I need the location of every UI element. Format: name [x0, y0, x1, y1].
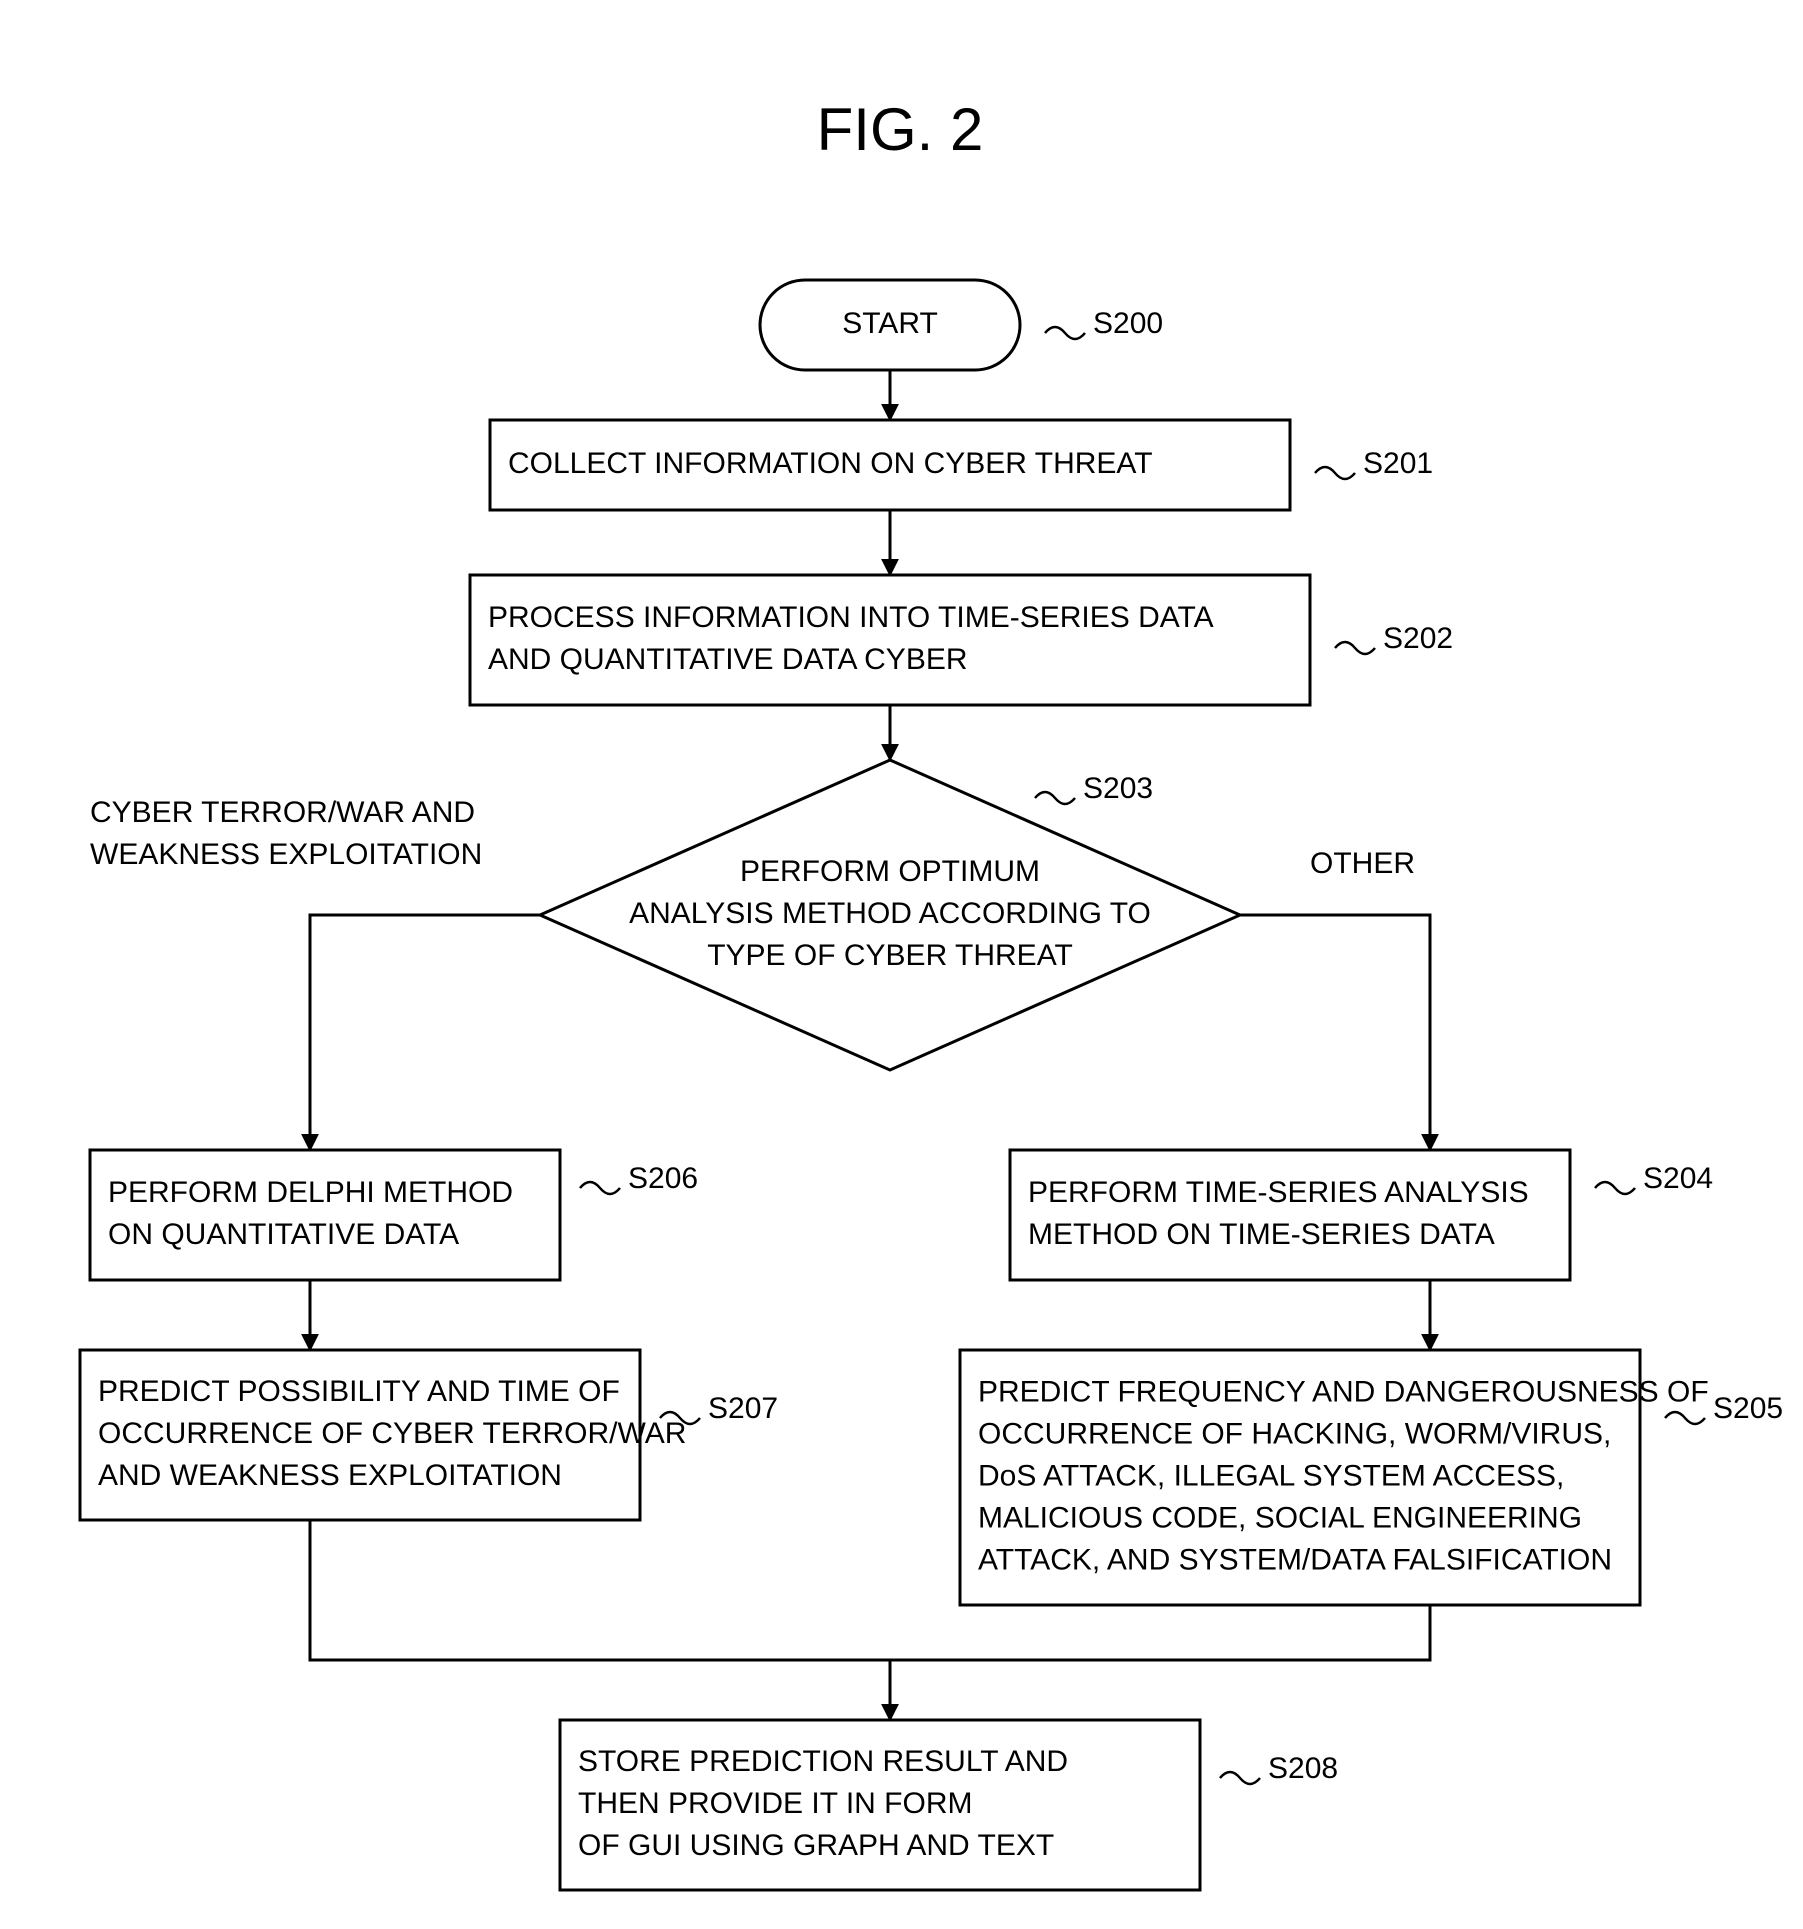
branch-label-other: OTHER [1310, 847, 1415, 880]
flow-node-s204: PERFORM TIME-SERIES ANALYSIS METHOD ON TI… [1010, 1150, 1713, 1280]
step-label: S203 [1083, 772, 1153, 805]
node-text-line: WEAKNESS EXPLOITATION [90, 838, 482, 871]
node-text-line: OF GUI USING GRAPH AND TEXT [578, 1829, 1054, 1862]
label-squiggle [1315, 467, 1355, 479]
step-label: S200 [1093, 307, 1163, 340]
label-squiggle [1335, 642, 1375, 654]
label-squiggle [1035, 792, 1075, 804]
label-squiggle [1595, 1182, 1635, 1194]
node-text-line: TYPE OF CYBER THREAT [707, 939, 1073, 972]
label-squiggle [1045, 327, 1085, 339]
flow-arrow [890, 1605, 1430, 1660]
label-squiggle [1220, 1772, 1260, 1784]
node-text-line: ON QUANTITATIVE DATA [108, 1218, 459, 1251]
node-text-line: OCCURRENCE OF HACKING, WORM/VIRUS, [978, 1417, 1611, 1450]
label-squiggle [580, 1182, 620, 1194]
step-label: S201 [1363, 447, 1433, 480]
flow-node-s206: PERFORM DELPHI METHOD ON QUANTITATIVE DAT… [90, 1150, 698, 1280]
flow-node-s205: PREDICT FREQUENCY AND DANGEROUSNESS OF OC… [960, 1350, 1783, 1605]
node-text-line: STORE PREDICTION RESULT AND [578, 1745, 1068, 1778]
node-text-line: DoS ATTACK, ILLEGAL SYSTEM ACCESS, [978, 1459, 1564, 1492]
flow-node-s207: PREDICT POSSIBILITY AND TIME OF OCCURRENC… [80, 1350, 778, 1520]
step-label: S206 [628, 1162, 698, 1195]
flow-arrow [1240, 915, 1430, 1150]
label-squiggle [1665, 1412, 1705, 1424]
node-text-line: METHOD ON TIME-SERIES DATA [1028, 1218, 1495, 1251]
flow-arrow [310, 1520, 890, 1660]
flow-node-s203: PERFORM OPTIMUM ANALYSIS METHOD ACCORDING… [90, 760, 1415, 1070]
flow-node-s202: PROCESS INFORMATION INTO TIME-SERIES DAT… [470, 575, 1453, 705]
flow-node-s208: STORE PREDICTION RESULT AND THEN PROVIDE … [560, 1720, 1338, 1890]
node-text-line: AND QUANTITATIVE DATA CYBER [488, 643, 968, 676]
node-text-line: PREDICT POSSIBILITY AND TIME OF [98, 1375, 620, 1408]
flow-node-s201: COLLECT INFORMATION ON CYBER THREAT S201 [490, 420, 1433, 510]
flow-node-start: START S200 [760, 280, 1163, 370]
step-label: S207 [708, 1392, 778, 1425]
node-text-line: MALICIOUS CODE, SOCIAL ENGINEERING [978, 1501, 1582, 1534]
node-text-line: AND WEAKNESS EXPLOITATION [98, 1459, 562, 1492]
step-label: S208 [1268, 1752, 1338, 1785]
node-text-line: PERFORM DELPHI METHOD [108, 1176, 513, 1209]
figure-title: FIG. 2 [817, 96, 984, 163]
node-text-line: THEN PROVIDE IT IN FORM [578, 1787, 972, 1820]
node-text-line: OCCURRENCE OF CYBER TERROR/WAR [98, 1417, 686, 1450]
node-text-line: PROCESS INFORMATION INTO TIME-SERIES DAT… [488, 601, 1214, 634]
step-label: S205 [1713, 1392, 1783, 1425]
step-label: S202 [1383, 622, 1453, 655]
flow-arrow [310, 915, 540, 1150]
node-text-line: PERFORM TIME-SERIES ANALYSIS [1028, 1176, 1529, 1209]
node-text-line: ATTACK, AND SYSTEM/DATA FALSIFICATION [978, 1543, 1612, 1576]
node-text-line: PREDICT FREQUENCY AND DANGEROUSNESS OF [978, 1375, 1709, 1408]
node-text-line: ANALYSIS METHOD ACCORDING TO [629, 897, 1151, 930]
step-label: S204 [1643, 1162, 1713, 1195]
node-text-line: CYBER TERROR/WAR AND [90, 796, 475, 829]
node-text-line: PERFORM OPTIMUM [740, 855, 1040, 888]
node-text-line: START [842, 307, 938, 340]
node-text-line: COLLECT INFORMATION ON CYBER THREAT [508, 447, 1153, 480]
